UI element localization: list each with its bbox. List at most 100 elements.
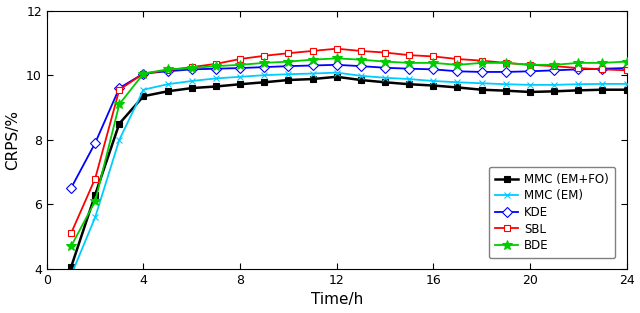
MMC (EM) — [212, 76, 220, 80]
MMC (EM+FO) — [598, 88, 606, 92]
MMC (EM+FO) — [140, 94, 147, 98]
SBL — [67, 232, 75, 235]
Line: KDE: KDE — [68, 61, 630, 192]
MMC (EM+FO) — [478, 88, 486, 92]
SBL — [454, 57, 461, 61]
MMC (EM+FO) — [236, 82, 244, 86]
KDE — [140, 72, 147, 75]
MMC (EM+FO) — [623, 88, 630, 92]
MMC (EM) — [188, 79, 196, 83]
MMC (EM+FO) — [381, 80, 389, 84]
MMC (EM+FO) — [115, 122, 123, 126]
MMC (EM+FO) — [357, 78, 365, 82]
MMC (EM+FO) — [502, 89, 509, 93]
MMC (EM+FO) — [212, 85, 220, 88]
MMC (EM) — [164, 82, 172, 86]
MMC (EM) — [285, 72, 292, 76]
MMC (EM) — [67, 274, 75, 277]
Legend: MMC (EM+FO), MMC (EM), KDE, SBL, BDE: MMC (EM+FO), MMC (EM), KDE, SBL, BDE — [489, 167, 615, 258]
BDE — [429, 61, 437, 65]
SBL — [478, 59, 486, 63]
SBL — [285, 51, 292, 55]
KDE — [478, 70, 486, 74]
MMC (EM+FO) — [575, 89, 582, 92]
MMC (EM+FO) — [285, 78, 292, 82]
KDE — [502, 70, 509, 74]
MMC (EM) — [575, 82, 582, 86]
MMC (EM) — [260, 73, 268, 77]
SBL — [260, 54, 268, 58]
Line: BDE: BDE — [66, 54, 632, 251]
SBL — [212, 62, 220, 66]
MMC (EM) — [333, 71, 340, 74]
BDE — [67, 244, 75, 248]
MMC (EM) — [92, 215, 99, 219]
MMC (EM) — [478, 81, 486, 85]
MMC (EM+FO) — [92, 193, 99, 197]
KDE — [212, 67, 220, 71]
BDE — [92, 199, 99, 203]
BDE — [308, 58, 316, 62]
KDE — [333, 63, 340, 67]
Line: SBL: SBL — [68, 45, 630, 237]
X-axis label: Time/h: Time/h — [310, 292, 363, 307]
BDE — [115, 102, 123, 106]
BDE — [550, 63, 558, 67]
SBL — [381, 51, 389, 54]
BDE — [212, 64, 220, 68]
SBL — [236, 57, 244, 61]
KDE — [381, 66, 389, 69]
KDE — [550, 69, 558, 72]
MMC (EM) — [429, 79, 437, 83]
BDE — [285, 60, 292, 64]
KDE — [67, 186, 75, 190]
Line: MMC (EM): MMC (EM) — [68, 69, 630, 279]
BDE — [623, 60, 630, 64]
KDE — [357, 64, 365, 68]
SBL — [357, 49, 365, 53]
MMC (EM+FO) — [67, 265, 75, 269]
BDE — [454, 63, 461, 67]
Y-axis label: CRPS/%: CRPS/% — [6, 110, 20, 170]
KDE — [188, 68, 196, 71]
MMC (EM+FO) — [550, 90, 558, 93]
BDE — [140, 72, 147, 75]
KDE — [623, 66, 630, 70]
BDE — [236, 63, 244, 67]
MMC (EM) — [140, 88, 147, 92]
SBL — [405, 53, 413, 57]
BDE — [405, 61, 413, 65]
KDE — [454, 69, 461, 73]
MMC (EM) — [454, 80, 461, 84]
SBL — [429, 54, 437, 58]
MMC (EM+FO) — [188, 86, 196, 90]
MMC (EM+FO) — [308, 77, 316, 81]
MMC (EM) — [623, 82, 630, 86]
MMC (EM+FO) — [429, 84, 437, 87]
MMC (EM) — [115, 138, 123, 142]
SBL — [333, 47, 340, 51]
KDE — [526, 69, 534, 73]
MMC (EM) — [308, 72, 316, 75]
KDE — [115, 86, 123, 90]
BDE — [526, 63, 534, 67]
SBL — [140, 72, 147, 75]
SBL — [575, 66, 582, 70]
KDE — [405, 67, 413, 71]
MMC (EM) — [405, 77, 413, 81]
KDE — [308, 64, 316, 67]
KDE — [598, 67, 606, 71]
KDE — [285, 64, 292, 68]
SBL — [526, 63, 534, 67]
KDE — [236, 66, 244, 70]
SBL — [550, 64, 558, 68]
SBL — [502, 61, 509, 65]
SBL — [598, 68, 606, 71]
KDE — [575, 68, 582, 71]
SBL — [115, 88, 123, 92]
MMC (EM) — [236, 75, 244, 79]
KDE — [92, 141, 99, 145]
MMC (EM+FO) — [454, 85, 461, 89]
BDE — [478, 61, 486, 65]
MMC (EM) — [381, 76, 389, 80]
